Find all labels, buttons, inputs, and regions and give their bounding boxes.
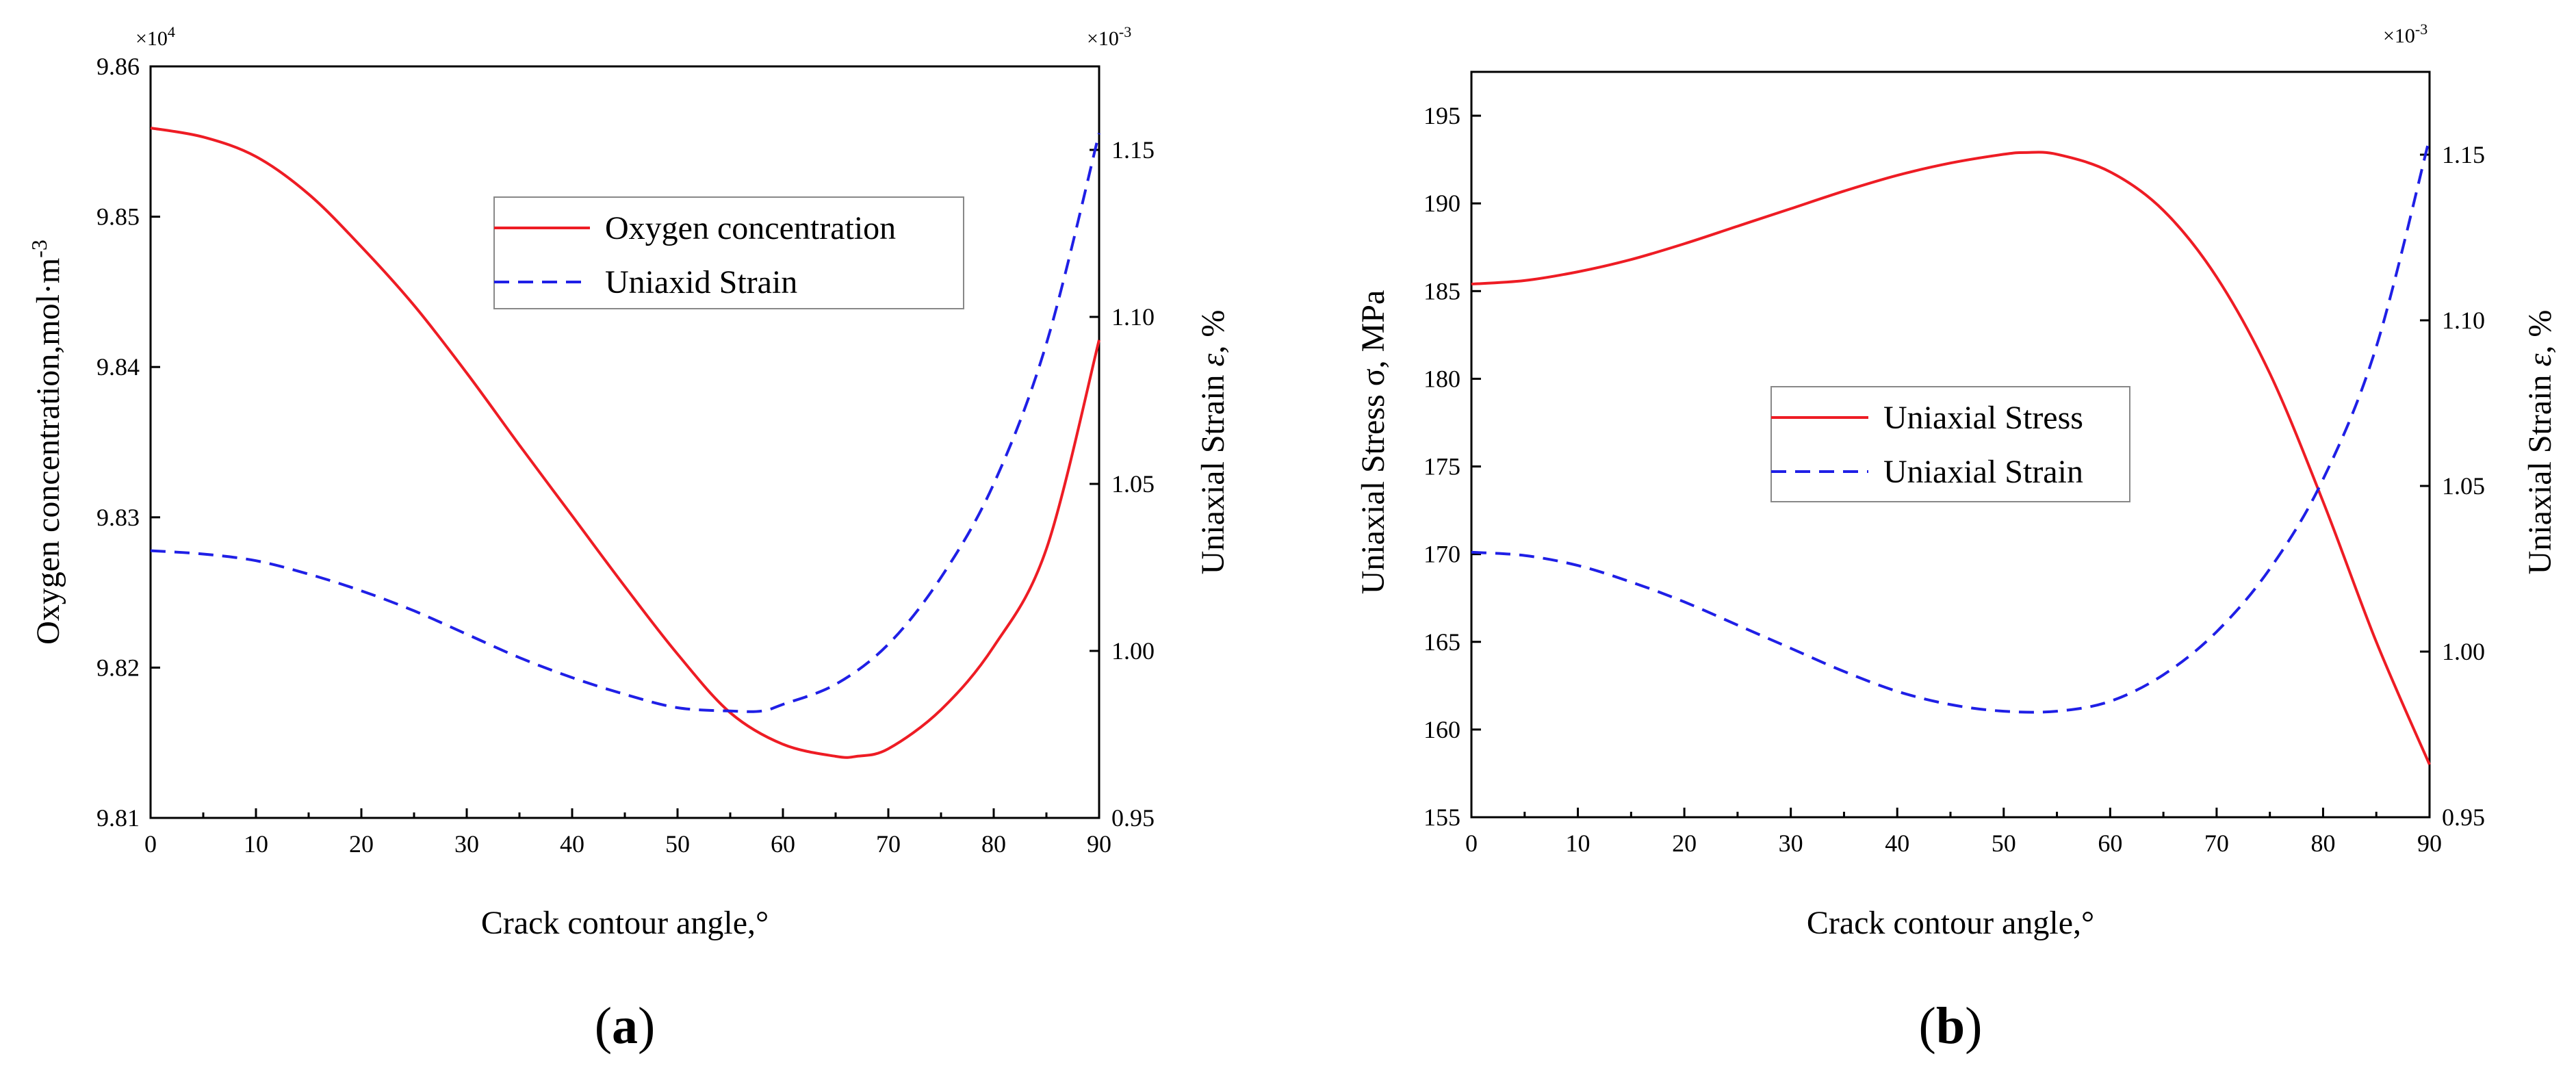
panel-b-x-tick-label: 0	[1465, 830, 1478, 857]
panel-a-legend-label-strain: Uniaxid Strain	[605, 264, 797, 300]
panel-b-x-tick-label: 90	[2417, 830, 2442, 857]
panel-a-legend-label-oxygen: Oxygen concentration	[605, 210, 896, 246]
panel-a-left-tick-label: 9.85	[96, 203, 140, 231]
panel-a-left-axis-title: Oxygen concentration,mol·m-3	[27, 240, 66, 645]
panel-a-x-tick-label: 70	[876, 830, 901, 858]
panel-b-x-tick-label: 40	[1885, 830, 1909, 857]
panel-b-right-tick-label: 1.15	[2442, 141, 2485, 168]
panel-b-right-axis-title: Uniaxial Strain ε, %	[2522, 310, 2558, 575]
panel-a-left-tick-label: 9.83	[96, 504, 140, 531]
panel-b-left-tick-label: 195	[1424, 102, 1460, 129]
panel-a-right-tick-label: 1.15	[1111, 136, 1155, 164]
panel-a-series-uniaxid-strain	[150, 133, 1100, 713]
panel-b-left-tick-label: 175	[1424, 453, 1460, 480]
panel-b-left-tick-label: 190	[1424, 190, 1460, 217]
panel-a-x-tick-label: 90	[1087, 830, 1111, 858]
panel-b-x-tick-label: 20	[1672, 830, 1697, 857]
panel-b-right-tick-label: 1.05	[2442, 472, 2485, 500]
panel-b-right-multiplier: ×10-3	[2383, 21, 2427, 47]
panel-b-left-tick-label: 180	[1424, 365, 1460, 392]
panel-b-x-axis-title: Crack contour angle,°	[1807, 905, 2094, 941]
panel-a-x-tick-label: 20	[349, 830, 374, 858]
panel-a-x-tick-label: 60	[771, 830, 795, 858]
panel-b-left-tick-label: 170	[1424, 541, 1460, 568]
panel-a-x-tick-label: 50	[665, 830, 690, 858]
panel-b-caption: (b)	[1919, 997, 1983, 1055]
panel-b-left-tick-label: 155	[1424, 804, 1460, 831]
panel-b-legend: Uniaxial Stress Uniaxial Strain	[1770, 386, 2130, 502]
panel-a-left-multiplier: ×104	[136, 23, 175, 50]
panel-b-legend-label-strain: Uniaxial Strain	[1883, 454, 2083, 490]
panel-a-right-axis-title: Uniaxial Strain ε, %	[1195, 310, 1231, 575]
panel-b-legend-label-stress: Uniaxial Stress	[1883, 400, 2083, 436]
panel-a-chart: ×104 ×10-3 Crack contour angle,° Oxygen …	[27, 23, 1231, 1055]
panel-a-left-tick-label: 9.81	[96, 804, 140, 832]
panel-b-legend-box	[1770, 386, 2130, 502]
panel-a-x-tick-label: 80	[981, 830, 1006, 858]
panel-b-x-tick-label: 70	[2204, 830, 2229, 857]
panel-a-x-tick-label: 0	[144, 830, 157, 858]
panel-a-right-multiplier: ×10-3	[1087, 23, 1131, 50]
panel-a-series-oxygen-concentration	[150, 127, 1100, 759]
panel-b-chart: ×10-3 Crack contour angle,° Uniaxial Str…	[1355, 21, 2558, 1055]
panel-a-plot-frame	[149, 65, 1100, 819]
panel-a-left-tick-label: 9.82	[96, 654, 140, 681]
panel-b-x-tick-label: 60	[2098, 830, 2122, 857]
panel-b-series-uniaxial-strain	[1471, 138, 2431, 714]
panel-a-right-tick-label: 0.95	[1111, 804, 1155, 832]
panel-a-x-tick-label: 40	[560, 830, 584, 858]
panel-a-left-tick-label: 9.84	[96, 353, 140, 381]
panel-b-left-tick-label: 185	[1424, 277, 1460, 305]
panel-a-caption: (a)	[595, 997, 656, 1055]
panel-b-left-axis-title: Uniaxial Stress σ, MPa	[1355, 290, 1391, 595]
panel-b-left-tick-label: 160	[1424, 716, 1460, 743]
panel-b-right-tick-label: 0.95	[2442, 804, 2485, 831]
panel-b-left-tick-label: 165	[1424, 628, 1460, 656]
panel-b-x-tick-label: 10	[1566, 830, 1590, 857]
panel-b-x-tick-label: 30	[1779, 830, 1803, 857]
panel-a-left-tick-label: 9.86	[96, 53, 140, 80]
panel-b-right-tick-label: 1.00	[2442, 638, 2485, 665]
panel-b-right-tick-label: 1.10	[2442, 307, 2485, 334]
panel-a-x-tick-label: 30	[454, 830, 479, 858]
panel-a-x-axis-title: Crack contour angle,°	[481, 905, 769, 941]
panel-a-right-tick-label: 1.00	[1111, 637, 1155, 665]
panel-a-legend: Oxygen concentration Uniaxid Strain	[493, 196, 964, 309]
panel-a-right-tick-label: 1.10	[1111, 303, 1155, 331]
panel-a-x-tick-label: 10	[244, 830, 268, 858]
panel-a-right-tick-label: 1.05	[1111, 470, 1155, 498]
panel-a-legend-box	[493, 196, 964, 309]
panel-b-x-tick-label: 80	[2310, 830, 2335, 857]
panel-b-series-uniaxial-stress	[1471, 151, 2431, 765]
panel-b-x-tick-label: 50	[1992, 830, 2016, 857]
